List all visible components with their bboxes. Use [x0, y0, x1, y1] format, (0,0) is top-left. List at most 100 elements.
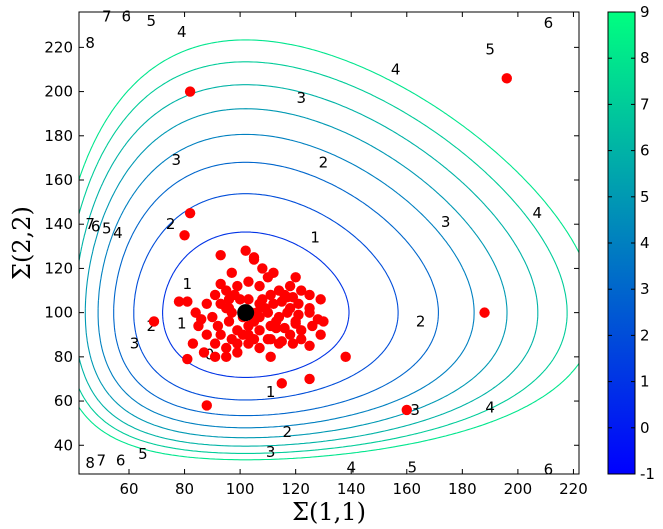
x-tick-label: 220	[559, 480, 588, 498]
data-point	[243, 294, 254, 305]
data-point	[215, 249, 226, 261]
data-point	[287, 338, 299, 349]
colorbar-tick-label: 8	[640, 49, 650, 67]
contour-label: 6	[544, 14, 554, 32]
contour-label: 5	[146, 12, 156, 30]
colorbar-tick-label: 0	[640, 419, 650, 437]
x-axis-label: Σ(1,1)	[292, 498, 366, 526]
contour-label: 4	[346, 458, 356, 476]
x-tick-label: 120	[281, 480, 310, 498]
data-point	[184, 86, 196, 97]
data-point	[209, 289, 221, 301]
data-point	[318, 316, 329, 327]
contour-label: 7	[102, 7, 112, 25]
y-tick-label: 60	[54, 392, 73, 410]
contour-label: 4	[533, 204, 543, 222]
colorbar-gradient	[608, 12, 635, 474]
data-point	[240, 245, 251, 256]
data-point	[265, 333, 276, 345]
colorbar-tick-label: 3	[640, 280, 650, 298]
data-point	[207, 311, 218, 323]
contour-label: 3	[410, 401, 420, 419]
data-point	[265, 351, 276, 363]
data-point	[279, 322, 290, 334]
contour-label: 5	[408, 458, 418, 476]
contour-label: 6	[116, 452, 126, 470]
plot-frame	[78, 11, 580, 475]
contour-line-level-2	[133, 193, 399, 401]
data-point	[268, 298, 279, 309]
data-point	[182, 353, 193, 365]
x-tick-label: 160	[392, 480, 421, 498]
x-tick-label: 200	[504, 480, 533, 498]
data-point	[307, 320, 318, 332]
data-point	[501, 73, 512, 84]
colorbar-ticks: -1 0 1 2 3 4 5 6 7 8 9	[608, 3, 655, 483]
data-point	[201, 298, 212, 309]
contour-line-level-7	[79, 61, 568, 454]
contour-label: 2	[146, 317, 156, 335]
data-point	[304, 373, 315, 385]
data-point	[215, 329, 226, 340]
data-point	[201, 329, 212, 340]
y-tick-label: 200	[44, 83, 73, 101]
contour-label: 4	[485, 399, 495, 417]
y-tick-label: 220	[44, 38, 73, 56]
contour-label: 4	[177, 23, 187, 41]
contour-label: 4	[113, 224, 123, 242]
colorbar-tick-label: 2	[640, 326, 650, 344]
contour-label: 3	[130, 335, 140, 353]
colorbar-tick-label: 4	[640, 234, 650, 252]
data-point	[179, 230, 190, 241]
contour-label: 6	[544, 461, 554, 479]
colorbar-tick-label: 9	[640, 3, 650, 21]
y-axis-label: Σ(2,2)	[8, 206, 36, 280]
contour-label: 3	[296, 89, 306, 107]
contour-label: 1	[183, 275, 193, 293]
data-point	[209, 351, 221, 363]
contour-label: 8	[85, 454, 95, 472]
data-point	[296, 285, 307, 296]
contour-label: 1	[310, 228, 320, 246]
data-point	[259, 303, 271, 314]
data-point	[196, 314, 207, 325]
data-point	[223, 303, 235, 314]
colorbar-tick-label: 6	[640, 142, 650, 160]
contour-label: 2	[319, 153, 329, 171]
data-point	[315, 329, 326, 340]
contour-label: 6	[91, 217, 101, 235]
y-tick-label: 160	[44, 171, 73, 189]
data-point	[304, 303, 315, 314]
data-point	[248, 333, 260, 345]
data-point	[282, 307, 293, 318]
y-tick-label: 120	[44, 259, 73, 277]
plot-background	[79, 12, 579, 474]
contour-line-level-6	[79, 84, 539, 447]
data-point	[173, 296, 185, 307]
data-point	[226, 267, 237, 279]
contour-label: 7	[85, 215, 95, 233]
contour-label: 4	[391, 60, 401, 78]
contour-label: 1	[177, 315, 187, 333]
data-point	[479, 307, 490, 318]
data-point	[232, 280, 243, 292]
y-tick-label: 140	[44, 215, 73, 233]
x-axis-ticks: 60 80 100 120 140 160 180 200 220	[119, 12, 588, 498]
contour-line-level-5	[84, 108, 508, 439]
data-point	[221, 351, 232, 363]
contour-label: 3	[266, 443, 276, 461]
data-point	[276, 378, 287, 389]
contour-label: 2	[283, 423, 293, 441]
data-point	[290, 316, 301, 327]
colorbar-tick-label: 1	[640, 373, 650, 391]
data-point	[223, 294, 235, 305]
data-point	[254, 325, 265, 336]
data-point	[215, 278, 226, 290]
contour-label: 6	[121, 7, 131, 25]
data-point	[304, 340, 315, 351]
contour-label: 5	[102, 220, 112, 238]
data-point	[284, 280, 296, 292]
